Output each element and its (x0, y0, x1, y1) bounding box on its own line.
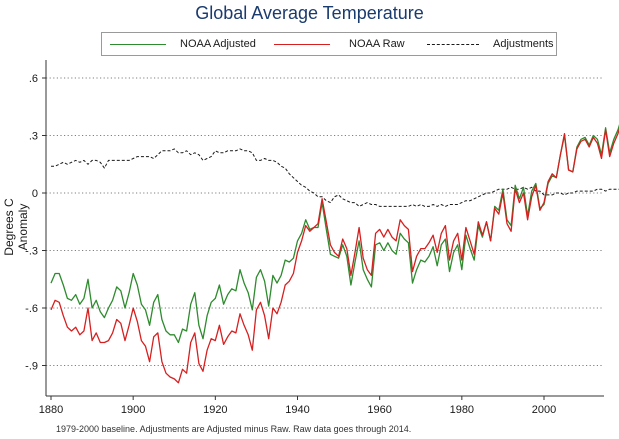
series-line-adjustments (51, 148, 619, 207)
legend-label-adjustments: Adjustments (493, 38, 554, 50)
legend-label-adjusted: NOAA Adjusted (180, 38, 256, 50)
y-tick-label: -.3 (25, 246, 38, 258)
legend-swatch-adjusted (110, 44, 166, 45)
y-tick-label: -.6 (25, 303, 38, 315)
legend-label-raw: NOAA Raw (349, 38, 405, 50)
x-tick-label: 1920 (203, 404, 227, 416)
x-tick-label: 1960 (367, 404, 391, 416)
chart-title: Global Average Temperature (195, 3, 424, 23)
x-tick-label: 2000 (532, 404, 556, 416)
x-tick-label: 1900 (121, 404, 145, 416)
y-tick-label: -.9 (25, 361, 38, 373)
y-tick-label: .6 (29, 73, 38, 85)
chart-legend: NOAA Adjusted NOAA Raw Adjustments (101, 32, 557, 56)
x-tick-label: 1940 (285, 404, 309, 416)
series-line-noaa-adjusted (50, 124, 619, 344)
y-tick-label: 0 (32, 188, 38, 200)
x-tick-label: 1880 (39, 404, 63, 416)
chart-caption: 1979-2000 baseline. Adjustments are Adju… (56, 424, 412, 434)
x-tick-label: 1980 (450, 404, 474, 416)
series-line-noaa-raw (50, 128, 619, 384)
legend-swatch-raw (274, 44, 330, 45)
legend-swatch-adjustments (427, 44, 479, 45)
y-tick-label: .3 (29, 131, 38, 143)
